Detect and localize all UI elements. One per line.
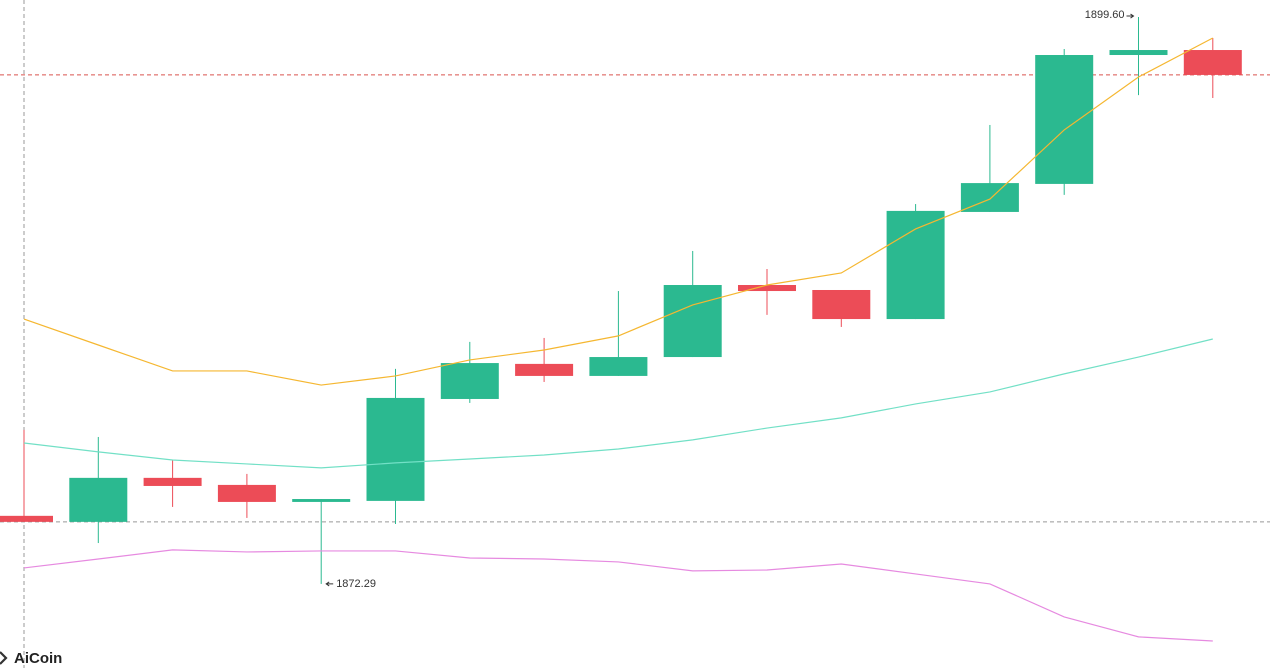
moving-average-line	[23, 338, 1213, 469]
candle-body	[440, 363, 499, 399]
candle-body	[366, 397, 425, 501]
min-label: 1872.29	[336, 578, 376, 590]
logo: AiCoin	[0, 650, 62, 667]
candle-body	[0, 515, 53, 522]
candle-body	[886, 210, 945, 320]
candle-body	[143, 477, 202, 486]
candle-body	[69, 477, 128, 522]
watermark: AiCoin	[14, 650, 62, 667]
logo-icon	[0, 651, 8, 665]
candle-body	[515, 363, 574, 376]
candle-body	[738, 285, 796, 292]
candle-body	[1109, 50, 1168, 56]
moving-average-line	[23, 37, 1214, 386]
candle-body	[589, 357, 648, 376]
candle-body	[812, 289, 871, 320]
candle-body	[663, 285, 722, 358]
candle-body	[1035, 55, 1094, 184]
moving-average-line	[23, 549, 1213, 642]
candle-body	[1183, 50, 1242, 75]
max-label: 1899.60	[1085, 9, 1125, 21]
max-arrow	[1126, 13, 1135, 19]
min-arrow	[325, 581, 334, 587]
candle-body	[292, 499, 351, 502]
candle-body	[217, 484, 276, 502]
